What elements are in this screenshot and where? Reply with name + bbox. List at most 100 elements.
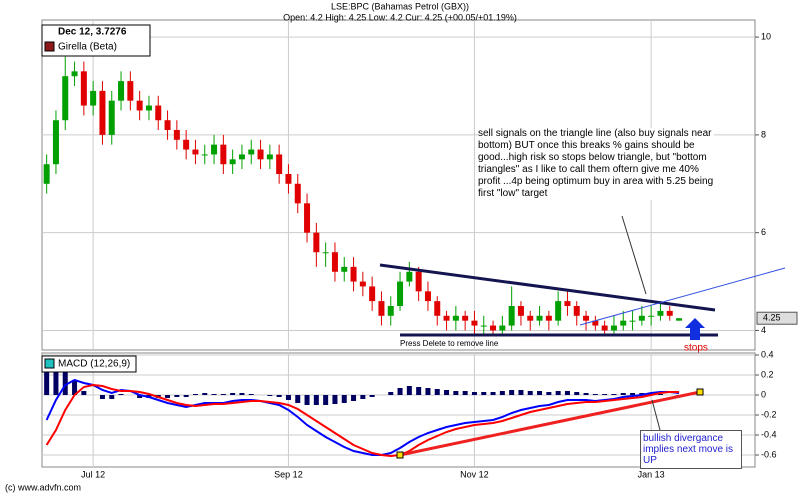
histogram-bar	[406, 386, 412, 395]
histogram-bar	[369, 395, 375, 397]
candle-body	[359, 281, 366, 287]
histogram-bar	[434, 389, 440, 395]
candle-body	[164, 120, 171, 130]
histogram-bar	[499, 391, 505, 395]
up-arrow	[685, 318, 705, 340]
candle-body	[43, 164, 50, 184]
candle-body	[229, 159, 236, 165]
histogram-bar	[192, 394, 198, 395]
histogram-bar	[332, 395, 338, 404]
histogram-bar	[248, 394, 254, 395]
candle-body	[536, 315, 543, 321]
histogram-bar	[611, 394, 617, 395]
divergence-line	[399, 390, 701, 457]
candle-body	[443, 315, 450, 321]
candle-body	[638, 315, 645, 321]
last-value-label: 4.25	[763, 313, 781, 323]
histogram-bar	[555, 391, 561, 395]
histogram-bar	[509, 390, 515, 395]
histogram-bar	[174, 395, 180, 397]
candle-body	[508, 306, 515, 326]
candle-body	[127, 81, 134, 101]
hint: Press Delete to remove line	[400, 339, 499, 348]
histogram-bar	[53, 365, 59, 395]
histogram-bar	[527, 391, 533, 395]
candle-body	[415, 271, 422, 292]
candle-body	[592, 320, 599, 326]
candle-body	[480, 325, 487, 327]
histogram-bar	[267, 395, 273, 396]
candle-body	[108, 100, 115, 135]
x-tick-label: Sep 12	[274, 469, 303, 479]
histogram-bar	[602, 394, 608, 395]
y-tick-label: -0.4	[761, 429, 777, 439]
candle-body	[238, 154, 245, 160]
histogram-bar	[388, 392, 394, 395]
histogram-bar	[630, 393, 636, 395]
annotation-note: sell signals on the triangle line (also …	[478, 128, 714, 200]
info-box	[41, 24, 151, 57]
candle-body	[387, 306, 394, 316]
histogram-bar	[220, 394, 226, 395]
histogram-bar	[397, 388, 403, 395]
candle-body	[90, 90, 97, 106]
candle-body	[657, 310, 664, 316]
pointer-line	[651, 399, 661, 431]
trend-line	[579, 267, 786, 326]
candle-body	[276, 154, 283, 174]
candle-body	[118, 81, 125, 101]
histogram-bar	[537, 391, 543, 395]
candle-body	[610, 325, 617, 331]
histogram-bar	[351, 395, 357, 401]
histogram-bar	[360, 395, 366, 399]
annotation-bullish: bullish divergance implies next move is …	[640, 430, 742, 469]
candle-body	[62, 76, 69, 121]
candle-body	[666, 310, 673, 316]
cursor-label: Dec 12, 3.7276	[58, 27, 127, 38]
candle-body	[192, 149, 199, 155]
y-tick-label: 6	[761, 227, 766, 237]
histogram-bar	[99, 395, 105, 399]
macd-title: MACD (12,26,9)	[58, 359, 130, 370]
histogram-bar	[453, 391, 459, 395]
histogram-bar	[211, 394, 217, 395]
candle-body	[629, 320, 636, 322]
candle-body	[80, 71, 87, 106]
candle-body	[490, 325, 497, 331]
candle-body	[424, 291, 431, 302]
histogram-bar	[592, 394, 598, 395]
candle-body	[201, 154, 208, 156]
y-tick-label: 0	[761, 389, 766, 399]
candle-body	[452, 315, 459, 321]
candle-body	[341, 266, 348, 272]
chart-subtitle: Open: 4.2 High: 4.25 Low: 4.2 Cur: 4.25 …	[283, 12, 517, 22]
line-handle	[396, 451, 404, 459]
last-value-tag	[756, 311, 798, 325]
y-tick-label: 10	[761, 31, 771, 41]
histogram-bar	[62, 370, 68, 395]
legend-entry: Girella (Beta)	[58, 42, 117, 53]
legend-swatch	[44, 41, 55, 52]
histogram-bar	[546, 392, 552, 395]
y-tick-label: -0.2	[761, 409, 777, 419]
histogram-bar	[137, 395, 143, 398]
histogram-bar	[323, 395, 329, 405]
candle-body	[406, 271, 413, 282]
candle-body	[52, 120, 59, 165]
candle-body	[601, 325, 608, 331]
candle-body	[499, 325, 506, 331]
candle-body	[527, 315, 534, 321]
candle-body	[248, 149, 255, 155]
candle-body	[257, 149, 264, 160]
candle-body	[378, 301, 385, 316]
histogram-bar	[574, 392, 580, 395]
histogram-bar	[481, 392, 487, 395]
candle-body	[220, 144, 227, 165]
candle-body	[173, 130, 180, 140]
histogram-bar	[165, 395, 171, 398]
x-tick-label: Nov 12	[460, 469, 489, 479]
candle-body	[564, 301, 571, 306]
macd-legend-box	[41, 355, 137, 373]
pointer-line	[621, 215, 647, 295]
